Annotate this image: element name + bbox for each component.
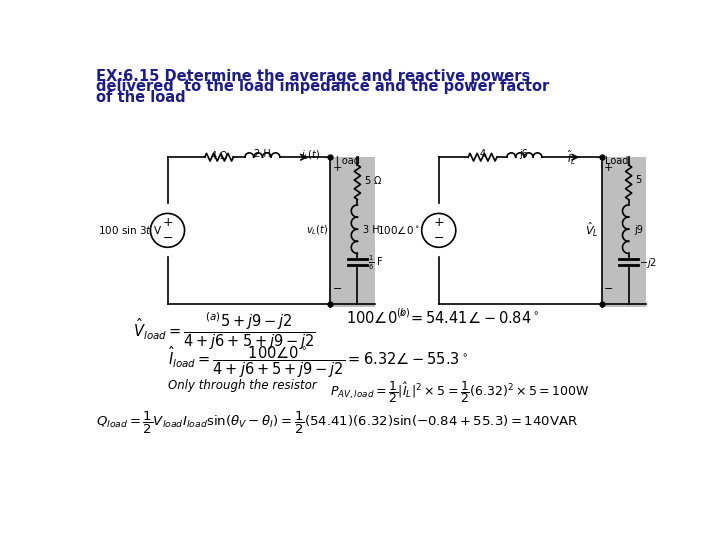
Text: 5 $\Omega$: 5 $\Omega$: [364, 174, 382, 186]
Text: −: −: [162, 232, 173, 245]
Text: $-j2$: $-j2$: [639, 255, 657, 269]
Text: j9: j9: [634, 225, 643, 234]
Text: Load: Load: [605, 156, 628, 166]
Text: −: −: [604, 284, 613, 294]
Bar: [601, 157, 647, 307]
Text: 5: 5: [635, 176, 641, 185]
Text: $v_L(t)$: $v_L(t)$: [306, 224, 329, 237]
Text: of the load: of the load: [96, 90, 186, 105]
Text: $\hat{V}_{load} = \dfrac{^{(a)}5+j9-j2}{4+j6+5+j9-j2}$: $\hat{V}_{load} = \dfrac{^{(a)}5+j9-j2}{…: [132, 311, 315, 353]
Text: $\frac{1}{6}$ F: $\frac{1}{6}$ F: [368, 254, 384, 272]
Text: +: +: [162, 216, 173, 229]
Text: delivered  to the load impedance and the power factor: delivered to the load impedance and the …: [96, 79, 549, 94]
Text: $(b)$: $(b)$: [396, 306, 411, 319]
Text: 2 H: 2 H: [253, 148, 271, 159]
Text: $\hat{I}_{load} = \dfrac{100\angle0^\circ}{4+j6+5+j9-j2} = 6.32\angle -55.3^\cir: $\hat{I}_{load} = \dfrac{100\angle0^\cir…: [168, 345, 468, 380]
Bar: [330, 157, 375, 307]
Text: EX:6.15 Determine the average and reactive powers: EX:6.15 Determine the average and reacti…: [96, 69, 531, 84]
Text: $P_{AV,load} = \dfrac{1}{2}|\hat{I}_L|^2 \times 5 = \dfrac{1}{2}(6.32)^2 \times : $P_{AV,load} = \dfrac{1}{2}|\hat{I}_L|^2…: [330, 379, 590, 405]
Text: +: +: [433, 216, 444, 229]
Text: $100\angle0^\circ = 54.41\angle -0.84^\circ$: $100\angle0^\circ = 54.41\angle -0.84^\c…: [346, 309, 539, 326]
Text: Only through the resistor: Only through the resistor: [168, 379, 316, 392]
Text: +: +: [333, 164, 342, 173]
Text: −: −: [433, 232, 444, 245]
Text: $\hat{V}_L$: $\hat{V}_L$: [585, 221, 598, 239]
Text: +: +: [604, 164, 613, 173]
Text: −: −: [333, 284, 342, 294]
Text: 4 $\Omega$: 4 $\Omega$: [210, 148, 228, 161]
Text: $100\angle0^\circ$: $100\angle0^\circ$: [377, 224, 419, 237]
Text: 4: 4: [479, 148, 485, 159]
Text: 3 H: 3 H: [363, 225, 379, 234]
Text: $Q_{load} = \dfrac{1}{2}V_{load}I_{load}\sin(\theta_V - \theta_I) = \dfrac{1}{2}: $Q_{load} = \dfrac{1}{2}V_{load}I_{load}…: [96, 410, 578, 436]
Text: l oad: l oad: [336, 156, 360, 166]
Text: $i_L(t)$: $i_L(t)$: [301, 148, 320, 163]
Text: j6: j6: [520, 148, 528, 159]
Text: 100 sin 3$t$ V: 100 sin 3$t$ V: [98, 224, 162, 237]
Text: $\hat{I}_{L}$: $\hat{I}_{L}$: [567, 148, 576, 167]
